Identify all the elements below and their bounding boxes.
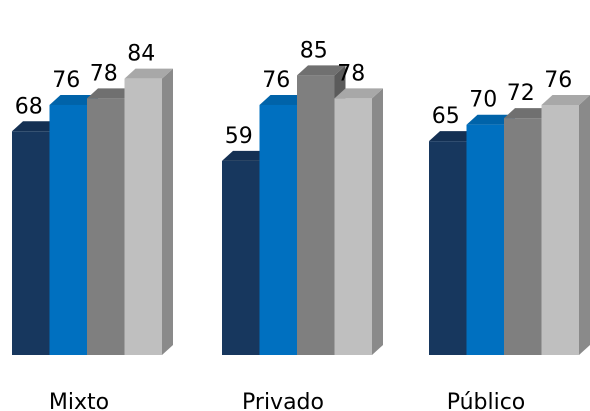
bar-mixto-series-4: [124, 68, 173, 355]
value-label: 84: [127, 42, 155, 67]
category-label-privado: Privado: [242, 390, 324, 411]
bar-side-face: [372, 88, 383, 355]
value-label: 78: [337, 61, 365, 86]
category-label-mixto: Mixto: [49, 390, 109, 411]
bar-top-face: [429, 131, 478, 142]
bar-público-series-4: [541, 94, 590, 356]
bar-front-face: [49, 104, 87, 356]
bar-top-face: [504, 108, 553, 119]
bar-front-face: [541, 104, 579, 356]
bar-front-face: [504, 118, 542, 356]
bar-side-face: [162, 68, 173, 355]
value-label: 76: [544, 68, 572, 93]
category-labels-layer: Mixto Privado Público: [49, 390, 525, 411]
bar-top-face: [12, 121, 61, 132]
value-label: 70: [469, 88, 497, 113]
value-label: 68: [15, 94, 43, 119]
bar-front-face: [334, 98, 372, 355]
value-label: 76: [262, 68, 290, 93]
category-label-público: Público: [447, 390, 526, 411]
bar-top-face: [222, 150, 271, 161]
value-labels-layer: 68 76 78 84 59 76 85 78 65 70 72 76: [15, 38, 573, 149]
bar-top-face: [49, 94, 98, 105]
bar-top-face: [466, 114, 515, 125]
bar-top-face: [541, 94, 590, 105]
bar-group-privado: [222, 65, 383, 356]
bar-side-face: [579, 94, 590, 356]
value-label: 78: [90, 61, 118, 86]
bar-front-face: [466, 124, 504, 355]
value-label: 65: [432, 104, 460, 129]
value-label: 59: [225, 124, 253, 149]
bar-front-face: [222, 160, 260, 355]
bar-group-público: [429, 94, 590, 356]
value-label: 85: [300, 38, 328, 63]
bar-top-face: [297, 65, 346, 76]
bar-top-face: [334, 88, 383, 99]
bars-layer: [12, 65, 590, 356]
bar-group-mixto: [12, 68, 173, 356]
bar-top-face: [124, 68, 173, 79]
bar-front-face: [87, 98, 125, 355]
value-label: 72: [507, 81, 535, 106]
bar-front-face: [124, 78, 162, 355]
bar-front-face: [297, 75, 335, 355]
bar-front-face: [429, 141, 467, 355]
bar-top-face: [87, 88, 136, 99]
bar-front-face: [259, 104, 297, 356]
bar-privado-series-4: [334, 88, 383, 355]
bar-top-face: [259, 94, 308, 105]
value-label: 76: [52, 68, 80, 93]
bar-front-face: [12, 131, 50, 355]
